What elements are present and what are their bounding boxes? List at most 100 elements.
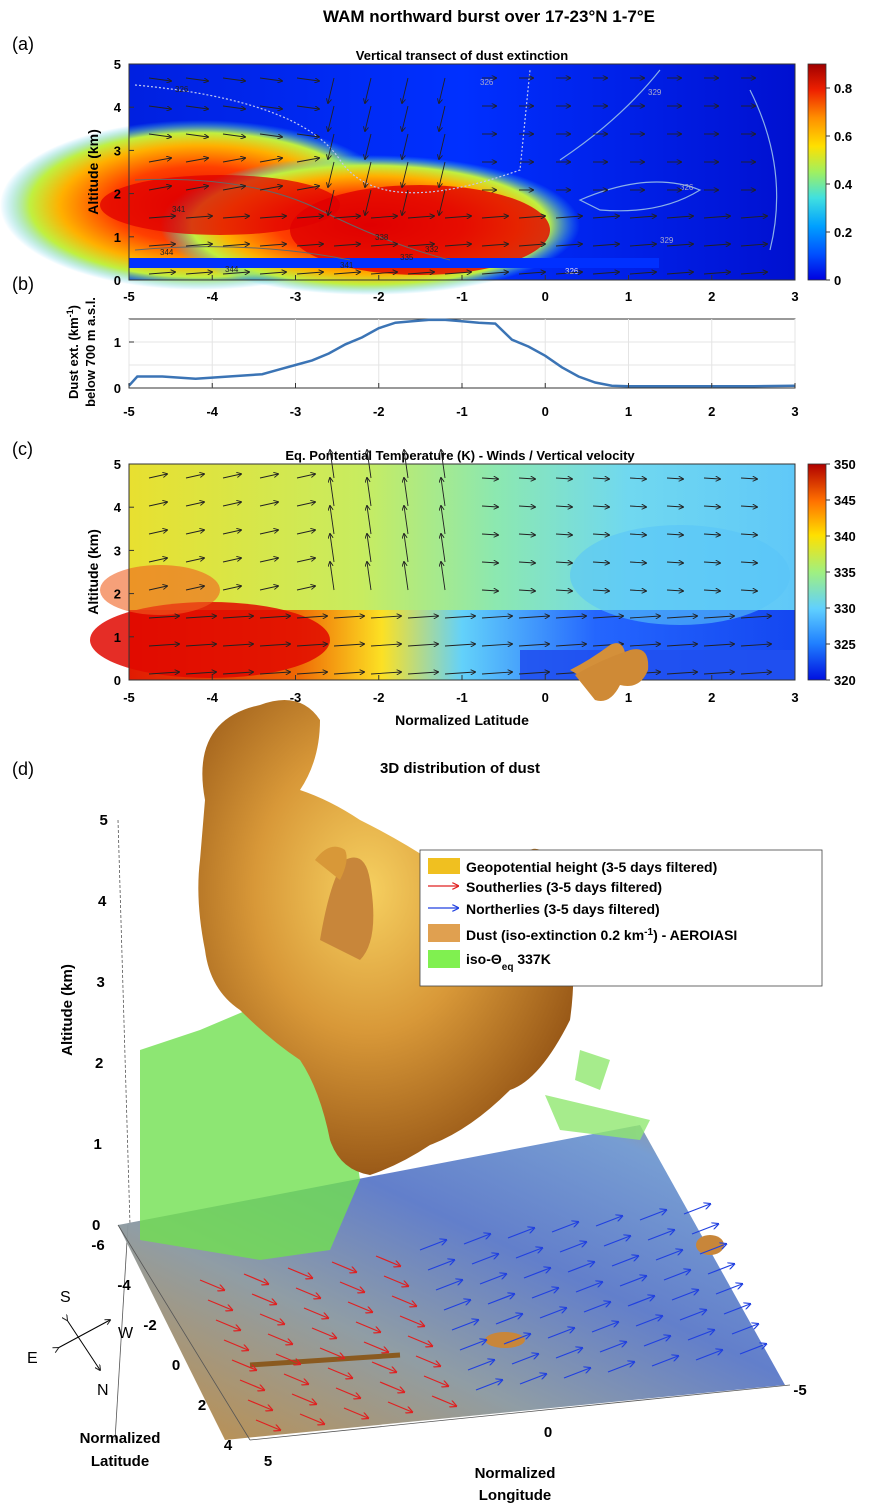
southerly-arrow	[283, 1373, 308, 1384]
wind-arrow	[703, 506, 720, 507]
x-tick-label: 3	[791, 404, 798, 419]
x-tick-label: 0	[542, 289, 549, 304]
northerly-arrow	[723, 1304, 750, 1315]
y-tick-label: 5	[114, 457, 121, 472]
northerly-arrow	[619, 1276, 646, 1287]
wind-arrow	[555, 272, 582, 274]
southerly-arrow	[311, 1327, 336, 1338]
southerly-arrow	[255, 1419, 280, 1430]
northerly-arrow	[555, 1348, 582, 1359]
contour-label: 341	[172, 205, 186, 214]
wind-arrow	[185, 77, 208, 81]
wind-arrow	[518, 562, 535, 563]
lat-tick-label: 2	[198, 1397, 206, 1414]
lat-tick-label: -4	[117, 1277, 131, 1294]
panel-c: (c) Eq. Pontential Temperature (K) - Win…	[12, 439, 856, 728]
wind-arrow	[555, 590, 572, 591]
wind-arrow	[666, 562, 683, 563]
wind-arrow	[328, 105, 335, 131]
northerly-arrow	[671, 1290, 698, 1301]
wind-arrow	[328, 161, 335, 187]
wind-arrow	[333, 216, 360, 218]
compass-w: W	[118, 1325, 134, 1342]
northerly-arrow	[695, 1350, 722, 1361]
wind-arrow	[370, 272, 397, 274]
wind-arrow	[148, 474, 167, 479]
contour-label: 329	[648, 88, 662, 97]
panel-c-colorbar: 320 325 330 335 340 345 350	[807, 457, 856, 688]
wind-arrow	[402, 161, 409, 187]
wind-arrow	[185, 672, 216, 674]
wind-arrow	[296, 530, 315, 535]
wind-arrow	[185, 616, 216, 618]
northerly-arrow	[683, 1204, 710, 1215]
panel-d-lon-label-line1: Normalized	[475, 1465, 556, 1482]
southerly-arrow	[387, 1401, 412, 1412]
wind-arrow	[481, 534, 498, 535]
wind-arrow	[518, 272, 545, 274]
wind-arrow	[222, 616, 253, 618]
southerly-arrow	[295, 1287, 320, 1298]
wind-arrow	[296, 186, 319, 191]
colorbar-tick-label: 335	[834, 565, 856, 580]
y-tick-label: 0	[114, 381, 121, 396]
wind-arrow	[148, 672, 179, 674]
lat-tick-label: 0	[172, 1357, 180, 1374]
wind-arrow	[222, 644, 253, 646]
wind-arrow	[222, 186, 245, 191]
z-tick-label: 2	[95, 1055, 103, 1072]
northerly-arrow	[715, 1284, 742, 1295]
legend-label-end: ) - AEROIASI	[653, 927, 737, 943]
wind-arrow	[439, 105, 446, 131]
y-tick-label: 2	[114, 587, 121, 602]
wind-arrow	[296, 616, 327, 618]
northerly-arrow	[643, 1336, 670, 1347]
northerly-arrow	[691, 1224, 718, 1235]
panel-b-xticks: -5 -4 -3 -2 -1 0 1 2 3	[123, 383, 799, 419]
x-tick-label: -4	[206, 690, 218, 705]
wind-arrow	[330, 562, 335, 591]
southerly-arrow	[423, 1375, 448, 1386]
northerly-arrow	[523, 1268, 550, 1279]
panel-d-title: 3D distribution of dust	[380, 760, 540, 777]
panel-a-label: (a)	[12, 34, 34, 54]
northerly-arrow	[599, 1342, 626, 1353]
contour-label: 329	[660, 236, 674, 245]
wind-arrow	[222, 133, 245, 137]
x-tick-label: -5	[123, 404, 135, 419]
wind-arrow	[328, 133, 335, 159]
wind-arrow	[703, 272, 730, 274]
wind-arrow	[740, 272, 767, 274]
panel-d-lat-label-line2: Latitude	[91, 1453, 149, 1470]
wind-arrow	[367, 534, 372, 563]
x-tick-label: 3	[791, 690, 798, 705]
wind-arrow	[259, 244, 286, 246]
ground-wind-arrows	[199, 1204, 766, 1430]
southerly-arrow	[347, 1301, 372, 1312]
wind-arrow	[365, 189, 372, 215]
lon-tick-label: -5	[793, 1382, 806, 1399]
x-tick-label: -5	[123, 690, 135, 705]
southerly-arrow	[243, 1273, 268, 1284]
wind-arrow	[407, 616, 438, 618]
compass-s: S	[60, 1289, 71, 1306]
x-tick-label: -5	[123, 289, 135, 304]
y-tick-label: 3	[114, 543, 121, 558]
panel-a-xticks: -5 -4 -3 -2 -1 0 1 2 3	[123, 275, 799, 304]
wind-arrow	[259, 133, 282, 137]
x-tick-label: -1	[456, 404, 468, 419]
colorbar-tick-label: 0.8	[834, 81, 852, 96]
southerly-arrow	[383, 1275, 408, 1286]
wind-arrow	[444, 644, 475, 646]
wind-arrow	[666, 272, 693, 274]
wind-arrow	[222, 158, 245, 163]
northerly-arrow	[443, 1300, 470, 1311]
southerly-arrow	[355, 1321, 380, 1332]
wind-arrow	[703, 478, 720, 479]
panel-d-legend: Geopotential height (3-5 days filtered) …	[419, 849, 823, 987]
wind-arrow	[481, 216, 508, 218]
southerly-arrow	[415, 1355, 440, 1366]
wind-arrow	[259, 558, 278, 563]
panel-b-ylabel-line1-end: )	[66, 305, 81, 309]
panel-a: (a) Vertical transect of dust extinction…	[0, 34, 853, 295]
